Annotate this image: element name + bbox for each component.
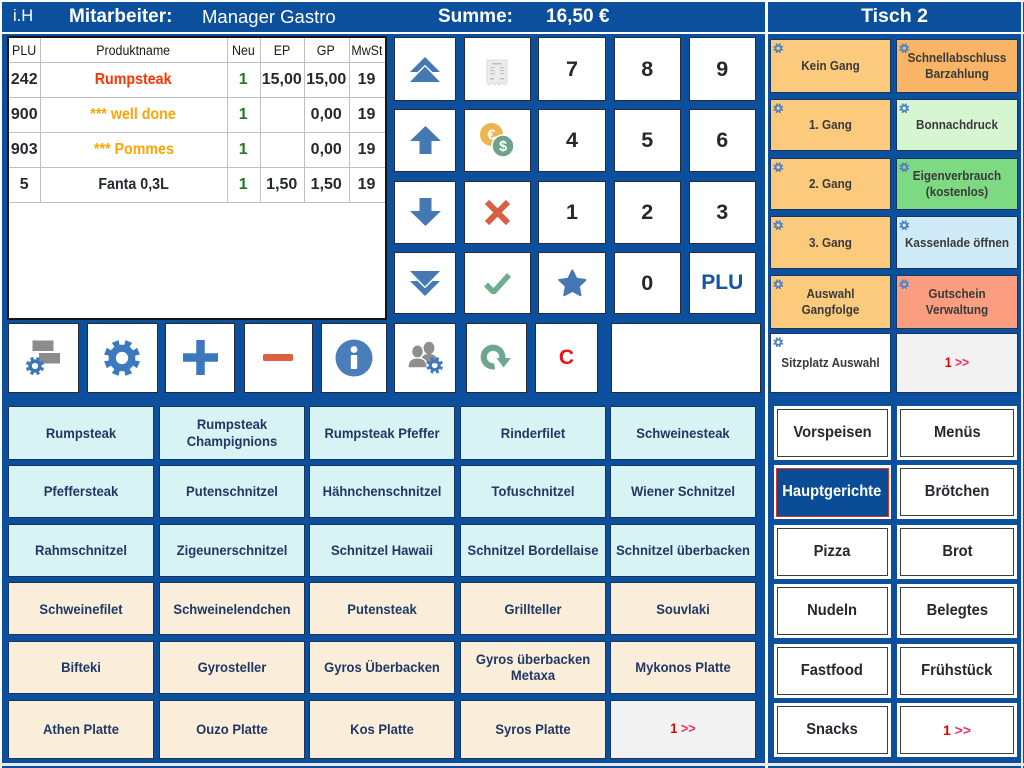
svg-text:€: € bbox=[488, 127, 497, 144]
svg-text:$: $ bbox=[499, 139, 507, 155]
